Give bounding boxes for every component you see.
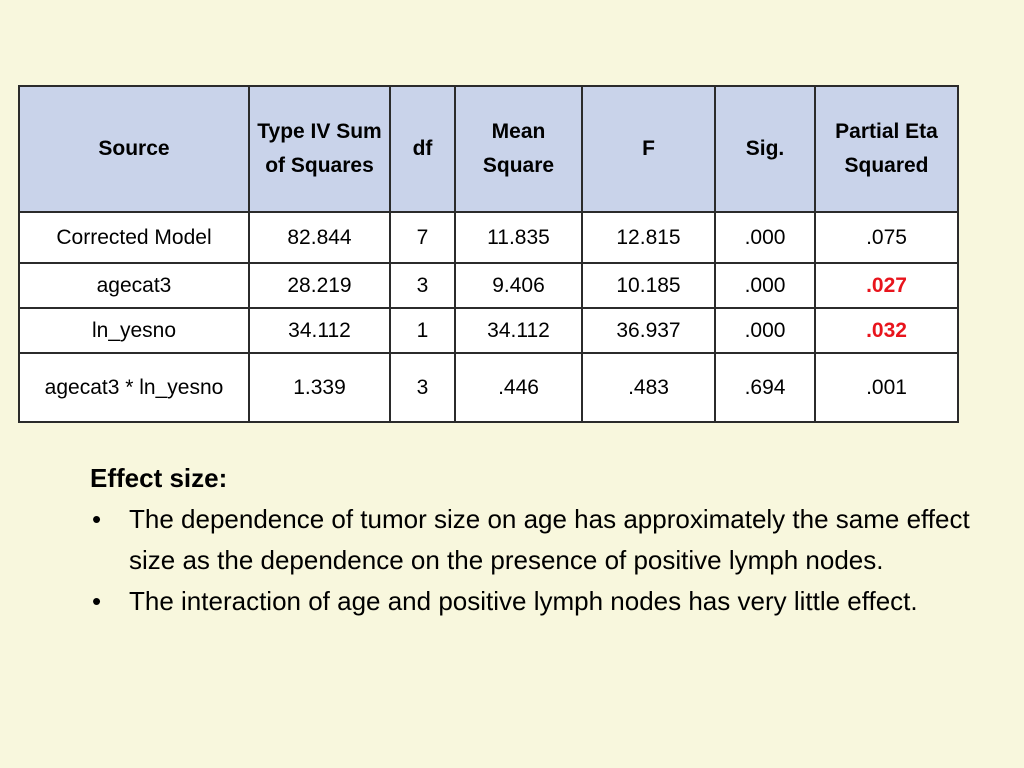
header-sig: Sig. [714,85,816,213]
notes-heading: Effect size: [90,463,228,493]
cell-mean-square: 11.835 [454,211,583,264]
cell-f: 36.937 [581,307,716,354]
bullet-icon: • [92,504,102,534]
cell-sig: .000 [714,307,816,354]
cell-df: 3 [389,262,456,309]
header-df: df [389,85,456,213]
header-type-iv-sum-of-squares: Type IV Sum of Squares [248,85,391,213]
cell-f: .483 [581,352,716,423]
cell-sum-of-squares: 34.112 [248,307,391,354]
header-f: F [581,85,716,213]
list-item: • The dependence of tumor size on age ha… [90,499,970,581]
cell-sig: .000 [714,262,816,309]
cell-source: Corrected Model [18,211,250,264]
table-header-row: Source Type IV Sum of Squares df Mean Sq… [18,85,959,213]
bullet-icon: • [92,586,102,616]
anova-table: Source Type IV Sum of Squares df Mean Sq… [18,85,959,423]
cell-sig: .694 [714,352,816,423]
cell-df: 1 [389,307,456,354]
header-partial-eta-squared: Partial Eta Squared [814,85,959,213]
effect-size-notes: Effect size: • The dependence of tumor s… [90,458,970,622]
table-row: agecat3 * ln_yesno 1.339 3 .446 .483 .69… [18,352,959,423]
cell-sum-of-squares: 28.219 [248,262,391,309]
table-row: Corrected Model 82.844 7 11.835 12.815 .… [18,211,959,264]
cell-sum-of-squares: 1.339 [248,352,391,423]
cell-sig: .000 [714,211,816,264]
cell-source: agecat3 [18,262,250,309]
cell-partial-eta: .075 [814,211,959,264]
cell-partial-eta: .001 [814,352,959,423]
cell-sum-of-squares: 82.844 [248,211,391,264]
cell-f: 12.815 [581,211,716,264]
notes-bullet-list: • The dependence of tumor size on age ha… [90,499,970,622]
table-row: agecat3 28.219 3 9.406 10.185 .000 .027 [18,262,959,309]
cell-partial-eta-highlighted: .027 [814,262,959,309]
cell-df: 3 [389,352,456,423]
cell-source: agecat3 * ln_yesno [18,352,250,423]
header-mean-square: Mean Square [454,85,583,213]
cell-f: 10.185 [581,262,716,309]
cell-mean-square: 34.112 [454,307,583,354]
cell-df: 7 [389,211,456,264]
cell-mean-square: 9.406 [454,262,583,309]
header-source: Source [18,85,250,213]
table-row: ln_yesno 34.112 1 34.112 36.937 .000 .03… [18,307,959,354]
bullet-text: The dependence of tumor size on age has … [129,504,970,575]
bullet-text: The interaction of age and positive lymp… [129,586,918,616]
cell-mean-square: .446 [454,352,583,423]
cell-source: ln_yesno [18,307,250,354]
cell-partial-eta-highlighted: .032 [814,307,959,354]
list-item: • The interaction of age and positive ly… [90,581,970,622]
